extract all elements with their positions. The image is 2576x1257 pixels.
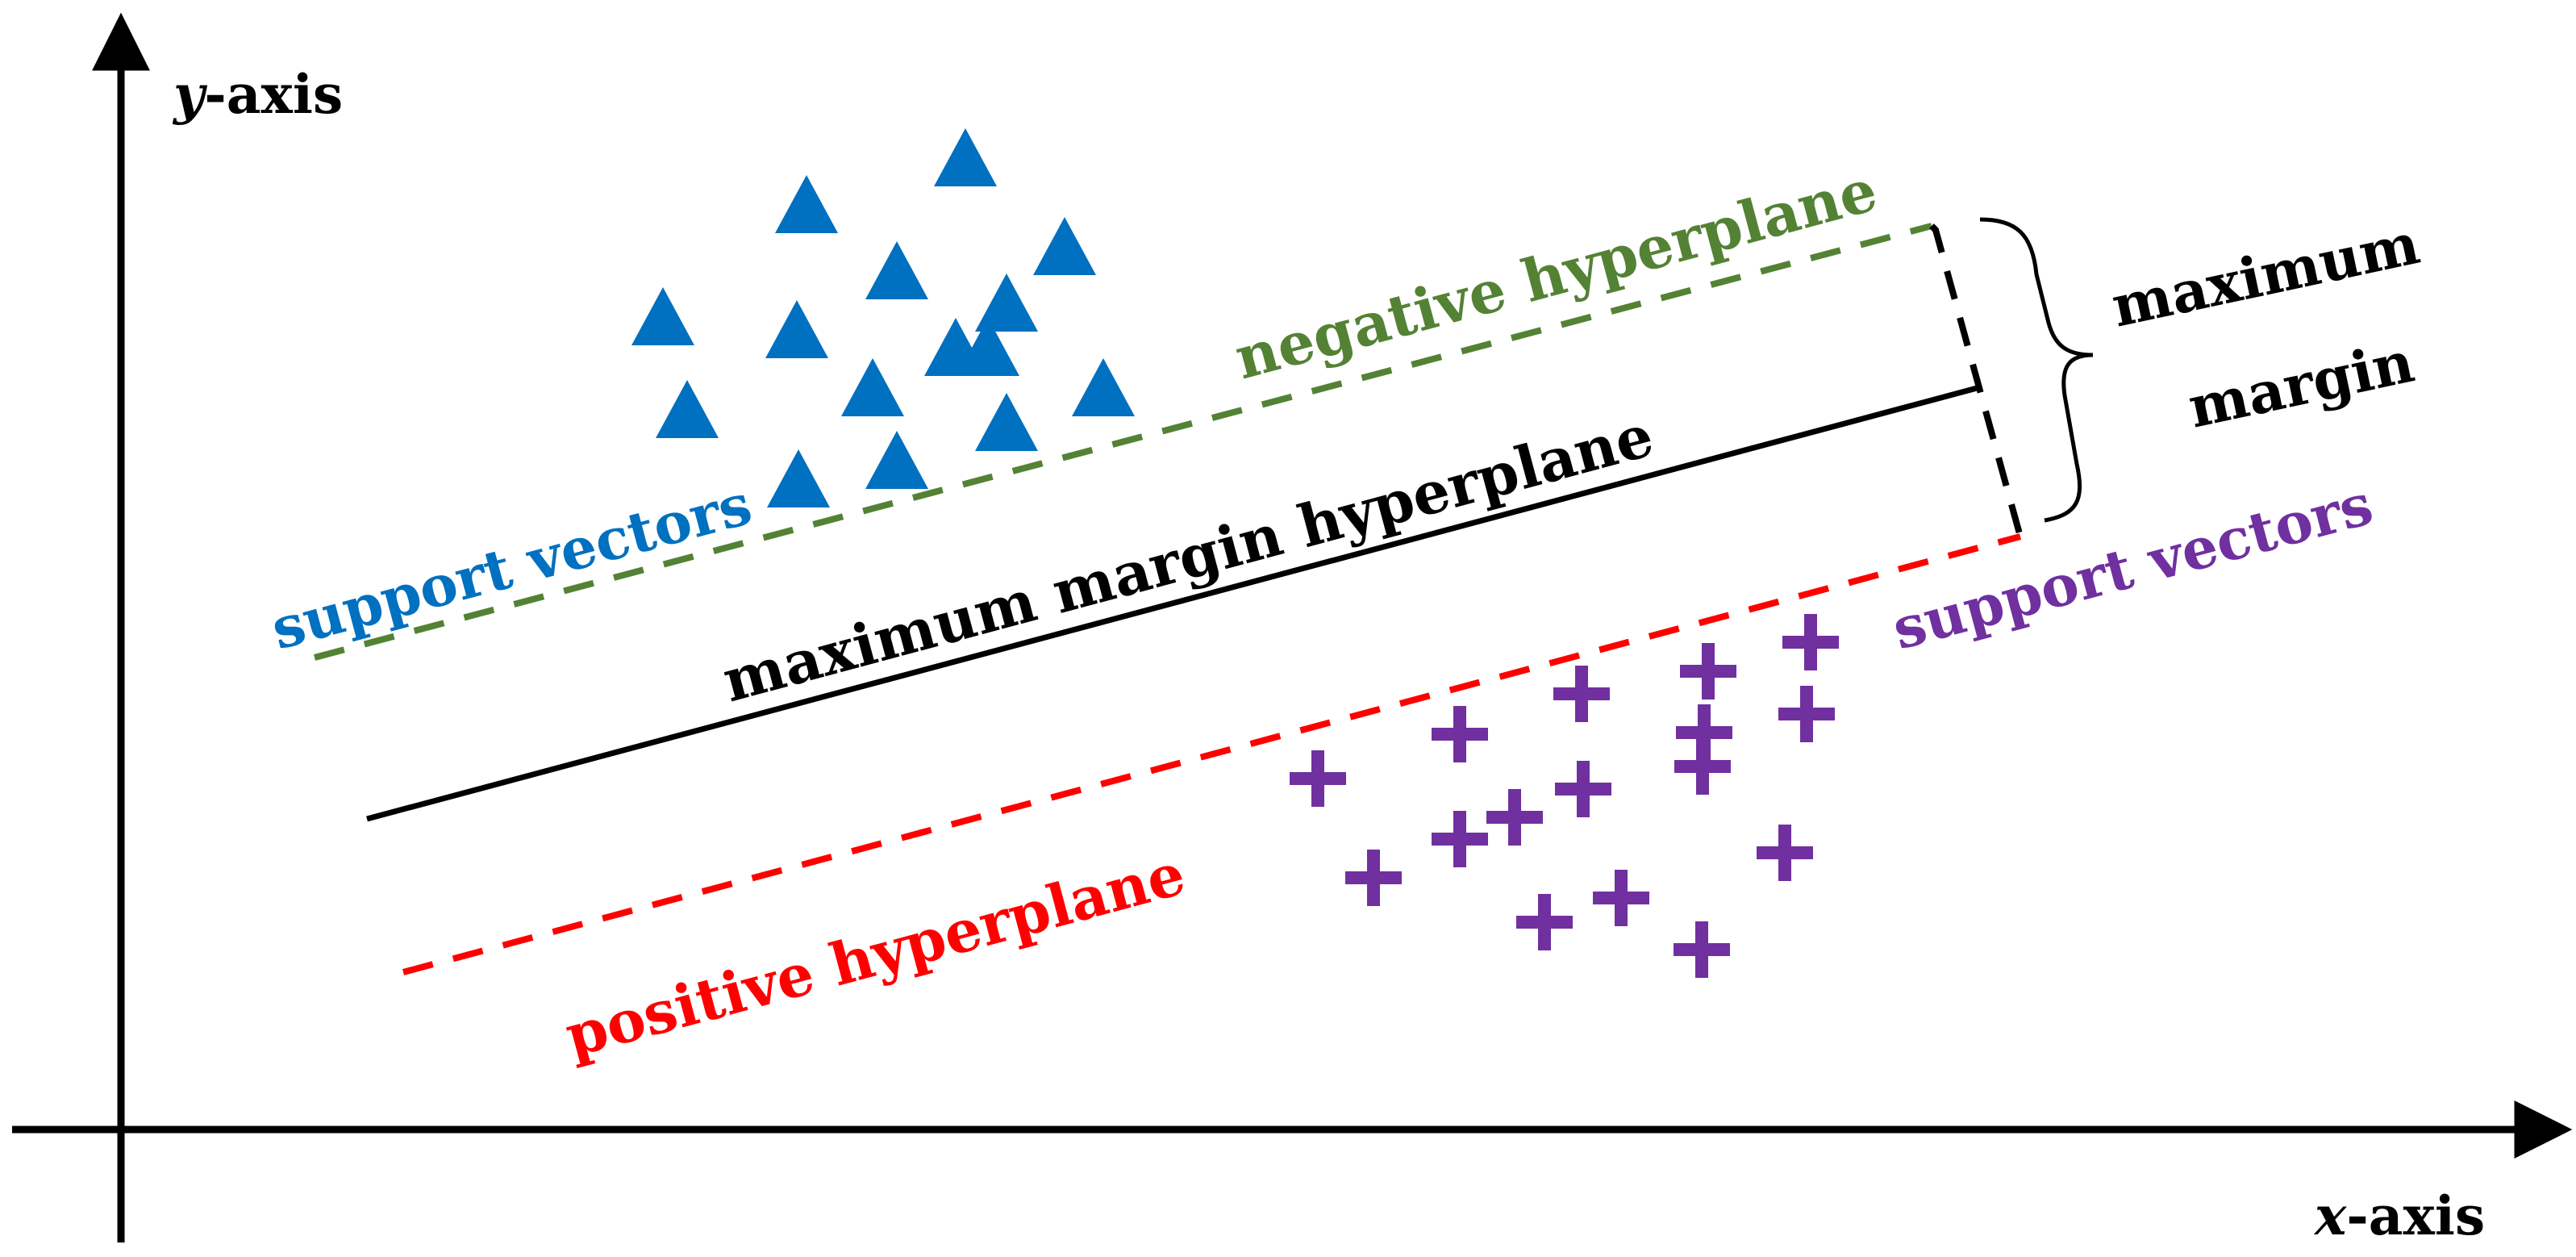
maximum-label: maximum [2106,210,2425,340]
maximum-margin-hyperplane-line [366,384,1981,822]
triangle-icon [1072,358,1135,416]
triangle-icon [934,128,997,186]
plus-icon [1782,614,1839,670]
triangle-icon [975,274,1038,332]
y-axis-label: y-axis [172,63,343,126]
negative-hyperplane-label: negative hyperplane [1228,155,1883,392]
plus-icon [1778,686,1835,742]
plus-icon [1553,666,1610,722]
triangle-icon [775,175,838,233]
triangle-icon [656,380,719,438]
plus-icon [1674,921,1730,978]
triangle-icon [841,358,904,416]
triangle-icon [765,300,828,358]
plus-icon [1516,894,1573,950]
support-vectors-positive-label: support vectors [1886,470,2379,662]
margin-connector [1929,223,2024,538]
plus-icon [1432,706,1488,762]
margin-label: margin [2182,328,2420,441]
plus-icon [1486,789,1543,846]
margin-brace [1979,217,2094,523]
plus-icon [1757,825,1813,881]
plus-icon [1345,850,1402,906]
triangle-icon [865,431,928,489]
negative-class-points [631,128,1135,507]
plus-icon [1674,738,1731,795]
triangle-icon [975,393,1038,451]
positive-hyperplane-line [402,533,2022,975]
triangle-icon [1033,217,1096,275]
triangle-icon [957,318,1019,376]
negative-hyperplane-line [313,223,1933,661]
plus-icon [1680,643,1736,699]
maximum-margin-hyperplane-label: maximum margin hyperplane [715,400,1660,715]
plus-icon [1593,870,1649,926]
plus-icon [1555,761,1611,817]
plus-icon [1290,750,1346,807]
positive-class-points [1290,614,1839,978]
triangle-icon [767,449,830,507]
x-axis-label: x-axis [2313,1184,2485,1247]
positive-hyperplane-label: positive hyperplane [558,839,1191,1071]
plus-icon [1432,811,1488,867]
support-vectors-negative-label: support vectors [265,470,758,662]
triangle-icon [631,287,694,345]
triangle-icon [865,241,928,299]
